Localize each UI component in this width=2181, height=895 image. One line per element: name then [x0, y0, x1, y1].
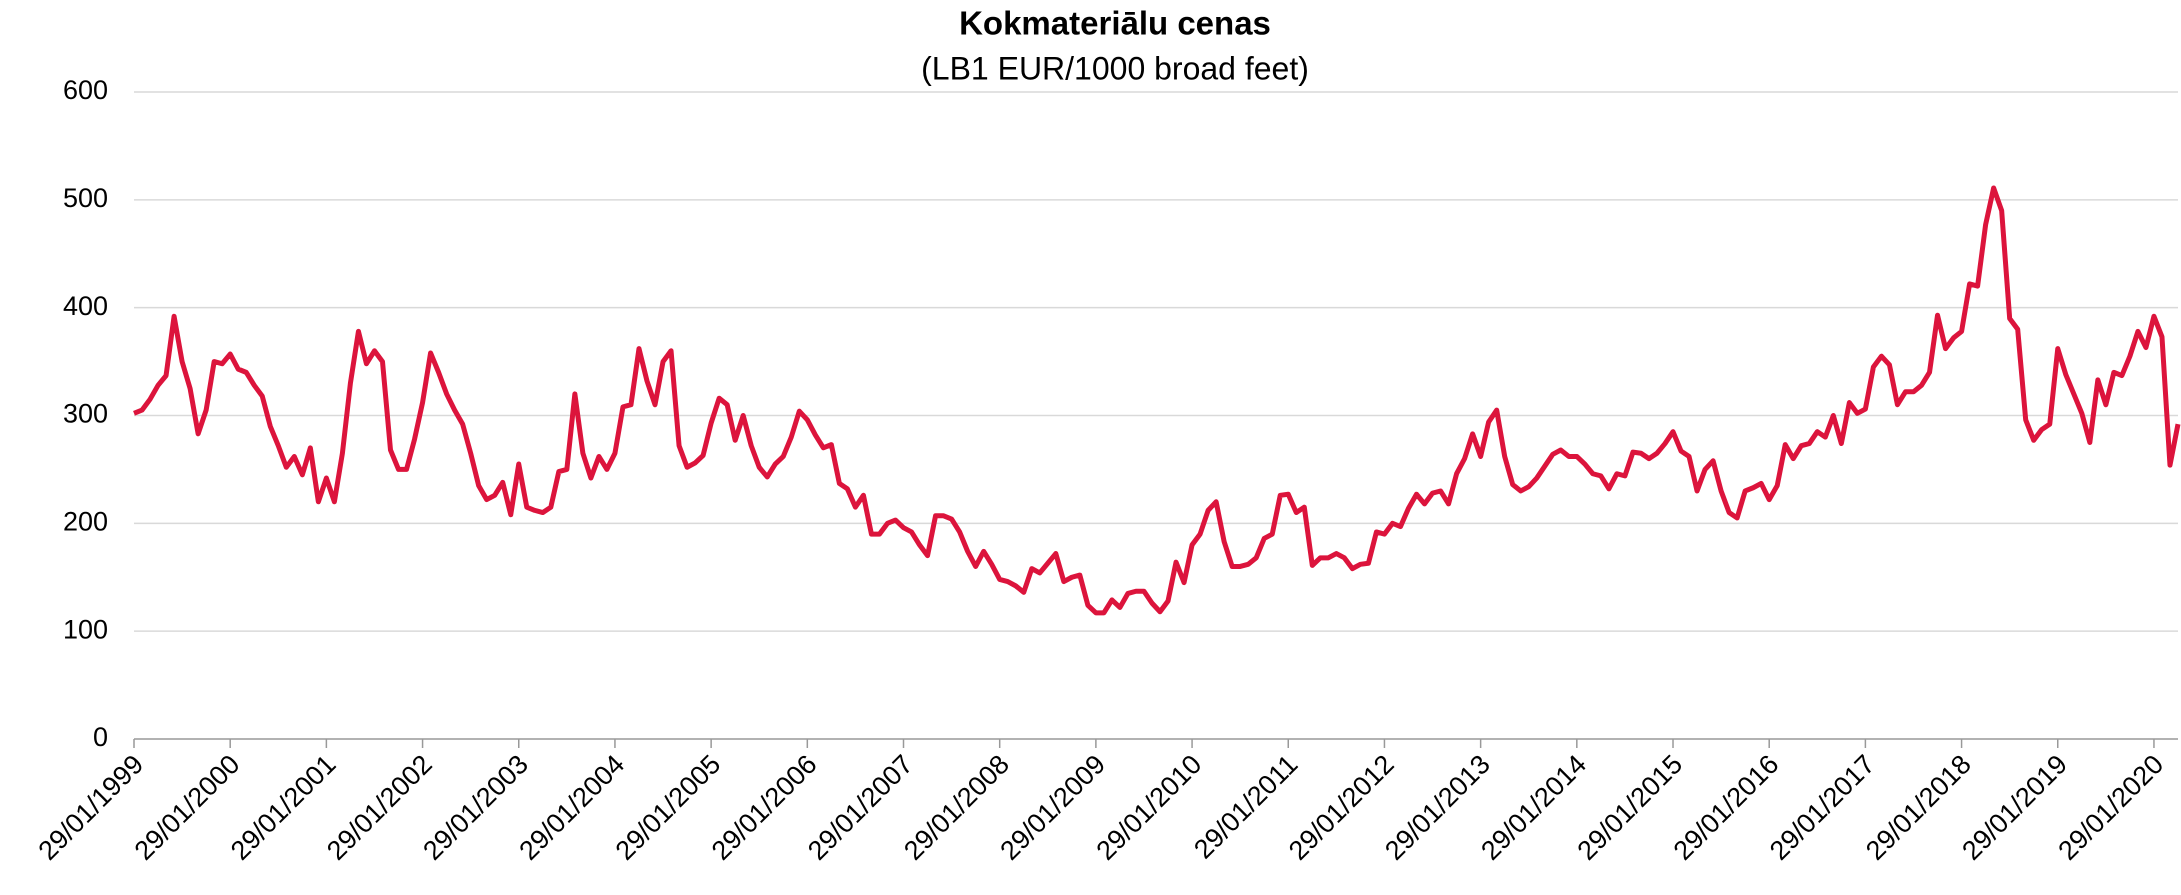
chart-subtitle: (LB1 EUR/1000 broad feet): [921, 50, 1309, 86]
x-tick-label: 29/01/2020: [2052, 749, 2169, 866]
chart-title: Kokmateriālu cenas: [959, 5, 1271, 42]
y-tick-label: 200: [63, 506, 108, 536]
x-tick-label: 29/01/2010: [1091, 749, 1208, 866]
y-tick-label: 600: [63, 75, 108, 105]
y-tick-label: 100: [63, 614, 108, 644]
y-tick-label: 0: [93, 722, 108, 752]
y-tick-label: 500: [63, 183, 108, 213]
price-line: [133, 185, 2181, 616]
y-tick-label: 400: [63, 291, 108, 321]
y-tick-label: 300: [63, 399, 108, 429]
